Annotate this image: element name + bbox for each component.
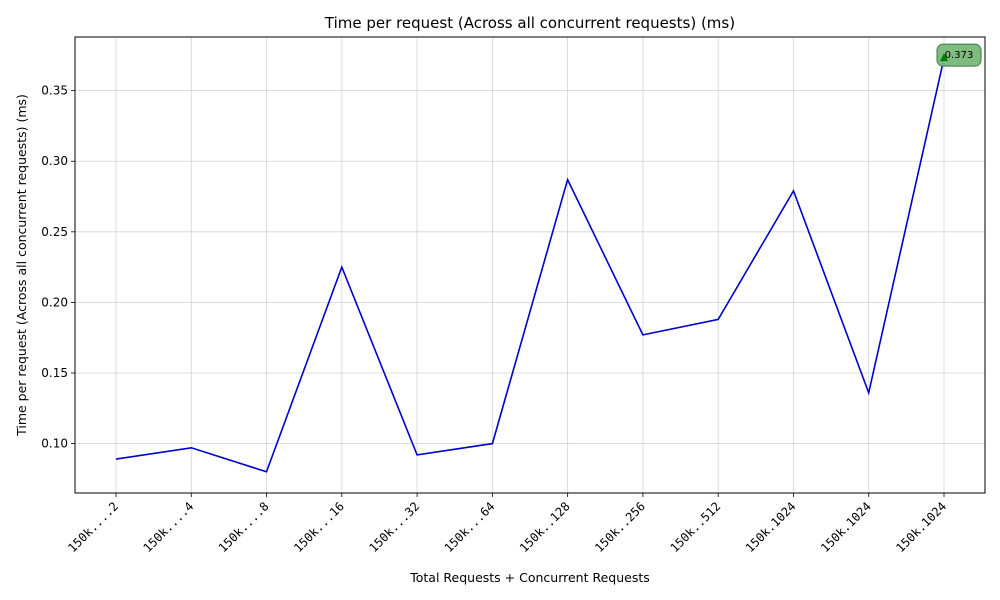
y-axis: 0.10 0.15 0.20 0.25 0.30 0.35 bbox=[41, 84, 75, 451]
x-tick-label: 150k..512 bbox=[667, 499, 723, 555]
x-tick-label: 150k....8 bbox=[216, 499, 272, 555]
plot-frame bbox=[74, 36, 986, 494]
x-tick-label: 150k....4 bbox=[141, 499, 197, 555]
chart-title: Time per request (Across all concurrent … bbox=[324, 14, 735, 32]
x-tick-label: 150k...64 bbox=[442, 499, 498, 555]
x-tick-label: 150k.1024 bbox=[893, 499, 949, 555]
series-line bbox=[115, 58, 945, 473]
max-annotation: 0.373 bbox=[936, 43, 982, 67]
x-axis-label: Total Requests + Concurrent Requests bbox=[409, 570, 650, 585]
y-axis-label: Time per request (Across all concurrent … bbox=[14, 94, 29, 437]
y-tick-label: 0.30 bbox=[41, 154, 68, 168]
x-tick-label: 150k..128 bbox=[517, 499, 573, 555]
y-tick-label: 0.35 bbox=[41, 84, 68, 98]
x-tick-label: 150k...32 bbox=[366, 499, 422, 555]
x-axis: 150k....2 150k....4 150k....8 150k...16 150k… bbox=[65, 493, 949, 555]
grid-lines bbox=[75, 37, 985, 493]
triangle-marker-icon bbox=[940, 53, 948, 62]
data-points bbox=[116, 58, 944, 472]
annotation-label: 0.373 bbox=[945, 50, 974, 61]
x-tick-label: 150k.1024 bbox=[818, 499, 874, 555]
annotation-box bbox=[936, 43, 982, 67]
y-tick-label: 0.25 bbox=[41, 225, 68, 239]
y-tick-label: 0.20 bbox=[41, 295, 68, 309]
x-tick-label: 150k....2 bbox=[65, 499, 121, 555]
x-tick-label: 150k...16 bbox=[291, 499, 347, 555]
x-tick-label: 150k..256 bbox=[592, 499, 648, 555]
y-tick-label: 0.10 bbox=[41, 437, 68, 451]
y-tick-label: 0.15 bbox=[41, 366, 68, 380]
x-tick-label: 150k.1024 bbox=[743, 499, 799, 555]
